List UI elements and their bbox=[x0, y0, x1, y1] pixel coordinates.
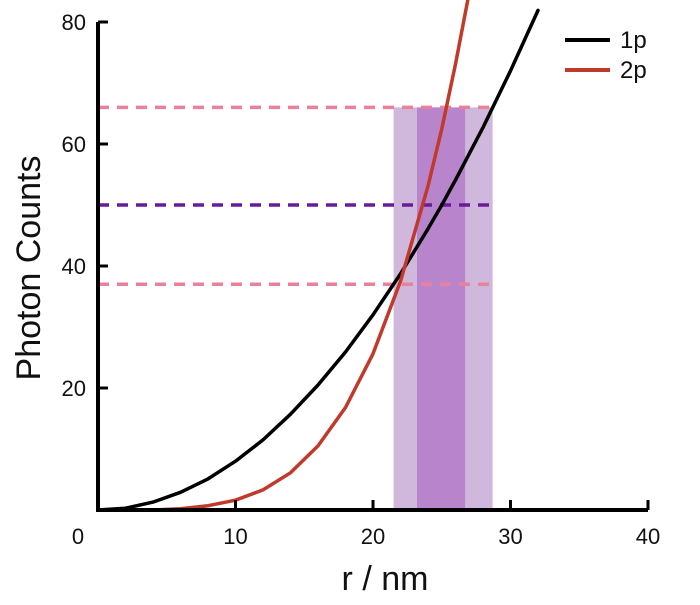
y-axis-title: Photon Counts bbox=[10, 156, 48, 381]
x-tick-label-40: 40 bbox=[636, 524, 660, 549]
series-line-2p bbox=[98, 0, 470, 510]
y-tick-label-40: 40 bbox=[62, 254, 86, 279]
x-tick-label-20: 20 bbox=[361, 524, 385, 549]
y-tick-label-60: 60 bbox=[62, 132, 86, 157]
y-tick-label-20: 20 bbox=[62, 376, 86, 401]
x-tick-label-30: 30 bbox=[498, 524, 522, 549]
legend-label-2p: 2p bbox=[620, 57, 647, 84]
legend: 1p 2p bbox=[565, 27, 647, 84]
x-tick-label-0: 0 bbox=[72, 524, 84, 549]
axes bbox=[96, 20, 650, 512]
legend-label-1p: 1p bbox=[620, 27, 647, 54]
y-tick-label-80: 80 bbox=[62, 10, 86, 35]
reference-lines bbox=[98, 105, 493, 287]
tick-labels: 0 10 20 30 40 20 40 60 80 bbox=[62, 10, 661, 549]
shaded-regions bbox=[393, 107, 493, 511]
series-line-1p bbox=[98, 8, 540, 510]
x-axis-title: r / nm bbox=[342, 560, 429, 598]
x-tick-label-10: 10 bbox=[223, 524, 247, 549]
shaded-region-2 bbox=[417, 107, 466, 511]
data-series bbox=[98, 0, 540, 510]
